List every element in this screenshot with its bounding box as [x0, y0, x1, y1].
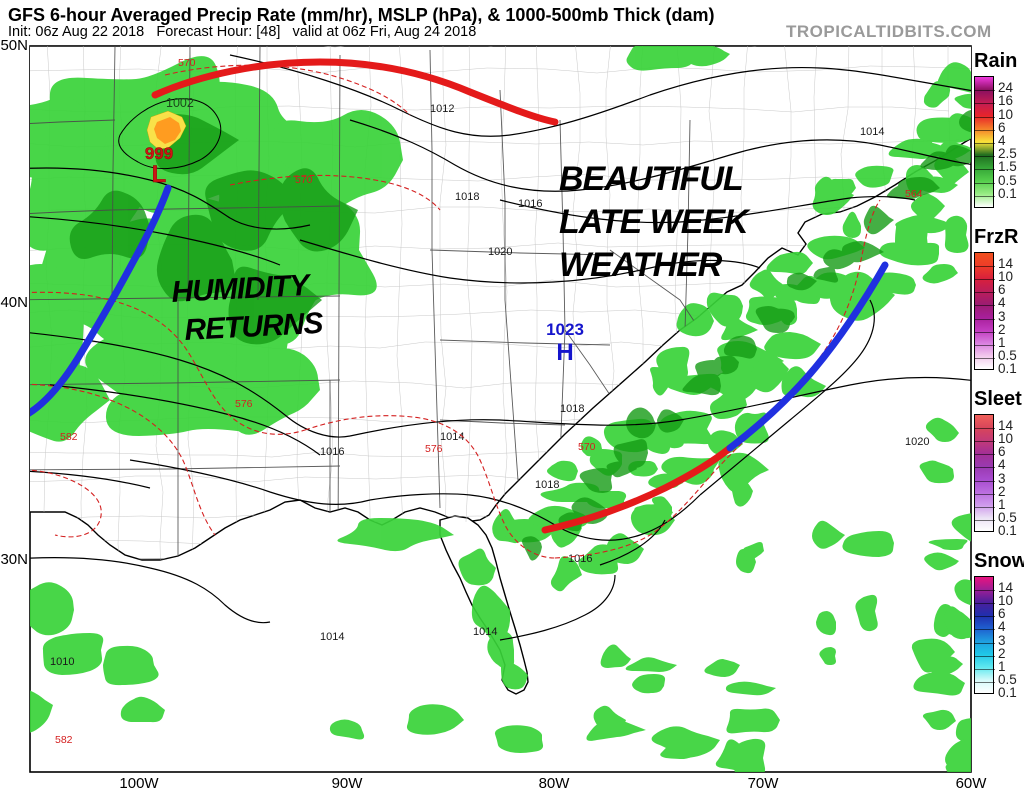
svg-text:WEATHER: WEATHER	[559, 246, 723, 284]
svg-text:BEAUTIFUL: BEAUTIFUL	[559, 160, 743, 198]
svg-text:582: 582	[60, 431, 78, 443]
svg-text:H: H	[556, 339, 573, 366]
svg-text:1014: 1014	[473, 626, 497, 638]
svg-text:576: 576	[425, 443, 443, 455]
svg-text:1018: 1018	[455, 191, 479, 203]
svg-text:1018: 1018	[535, 479, 559, 491]
svg-text:1020: 1020	[905, 436, 929, 448]
svg-text:LATE WEEK: LATE WEEK	[559, 203, 751, 241]
svg-text:1002: 1002	[166, 96, 194, 110]
svg-text:1018: 1018	[560, 403, 584, 415]
svg-text:1014: 1014	[440, 431, 464, 443]
svg-text:570: 570	[178, 57, 196, 69]
svg-text:582: 582	[55, 734, 73, 746]
svg-text:1014: 1014	[320, 631, 344, 643]
svg-text:570: 570	[295, 174, 313, 186]
svg-text:1016: 1016	[320, 446, 344, 458]
svg-text:564: 564	[905, 188, 923, 200]
svg-text:1014: 1014	[860, 126, 884, 138]
svg-text:1012: 1012	[430, 103, 454, 115]
svg-text:570: 570	[578, 441, 596, 453]
svg-text:1023: 1023	[546, 320, 584, 339]
svg-text:1016: 1016	[518, 198, 542, 210]
svg-text:1020: 1020	[488, 246, 512, 258]
svg-text:1010: 1010	[50, 656, 74, 668]
svg-text:576: 576	[235, 398, 253, 410]
svg-text:L: L	[152, 161, 167, 188]
